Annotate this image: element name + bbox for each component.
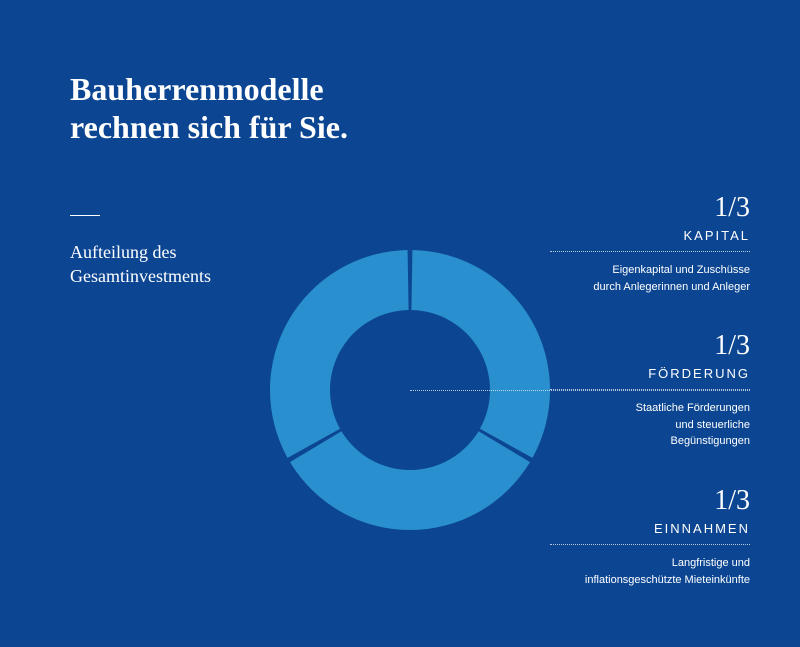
subtitle-line-1: Aufteilung des [70, 242, 176, 262]
donut-slice [411, 250, 550, 458]
page-title: Bauherrenmodelle rechnen sich für Sie. [70, 70, 348, 147]
category-desc: Eigenkapital und Zuschüsse durch Anleger… [550, 262, 750, 295]
title-dash [70, 215, 100, 216]
title-line-1: Bauherrenmodelle [70, 71, 324, 107]
legend-item-foerderung: 1/3 FÖRDERUNG Staatliche Förderungen und… [550, 330, 750, 450]
legend-item-einnahmen: 1/3 EINNAHMEN Langfristige und inflation… [550, 485, 750, 588]
title-line-2: rechnen sich für Sie. [70, 109, 348, 145]
fraction-label: 1/3 [550, 485, 750, 517]
category-label: FÖRDERUNG [550, 366, 750, 381]
fraction-label: 1/3 [550, 192, 750, 224]
divider [550, 544, 750, 545]
donut-slice [270, 250, 409, 458]
subtitle-line-2: Gesamtinvestments [70, 266, 211, 286]
category-desc: Langfristige und inflationsgeschützte Mi… [550, 555, 750, 588]
legend-item-kapital: 1/3 KAPITAL Eigenkapital und Zuschüsse d… [550, 192, 750, 295]
category-label: KAPITAL [550, 228, 750, 243]
divider [550, 251, 750, 252]
chart-subtitle: Aufteilung des Gesamtinvestments [70, 240, 211, 289]
category-label: EINNAHMEN [550, 521, 750, 536]
fraction-label: 1/3 [550, 330, 750, 362]
divider [550, 389, 750, 390]
category-desc: Staatliche Förderungen und steuerliche B… [550, 400, 750, 450]
donut-slice [290, 431, 530, 530]
